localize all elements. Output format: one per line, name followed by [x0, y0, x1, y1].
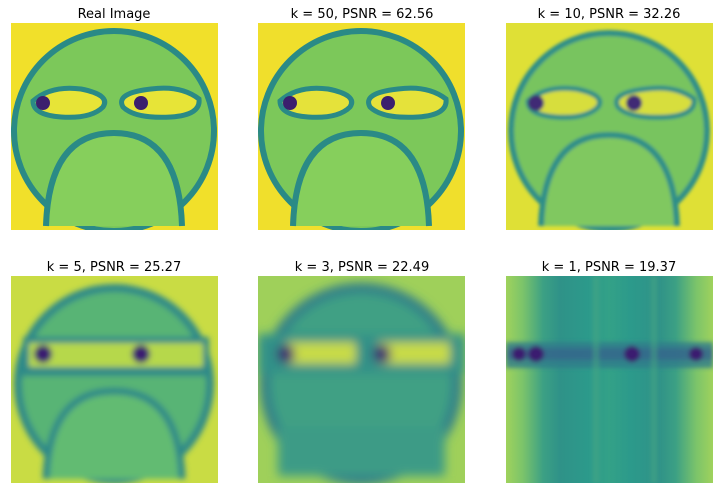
panel-title-k10: k = 10, PSNR = 32.26 [537, 7, 681, 22]
panel-k3 [258, 276, 465, 483]
panel-title-k5: k = 5, PSNR = 25.27 [46, 260, 182, 275]
face-image-k3 [258, 276, 465, 483]
panel-k1 [506, 276, 713, 483]
panel-k5 [11, 276, 218, 483]
panel-real-image [11, 23, 218, 230]
face-image-k50 [258, 23, 465, 230]
panel-title-real-image: Real Image [77, 7, 151, 22]
face-image-k10 [506, 23, 713, 230]
panel-title-k1: k = 1, PSNR = 19.37 [541, 260, 677, 275]
face-image-k5 [11, 276, 218, 483]
face-image-k1 [506, 276, 713, 483]
face-image-real [11, 23, 218, 230]
panel-title-k3: k = 3, PSNR = 22.49 [294, 260, 430, 275]
panel-k10 [506, 23, 713, 230]
panel-k50 [258, 23, 465, 230]
panel-title-k50: k = 50, PSNR = 62.56 [290, 7, 434, 22]
